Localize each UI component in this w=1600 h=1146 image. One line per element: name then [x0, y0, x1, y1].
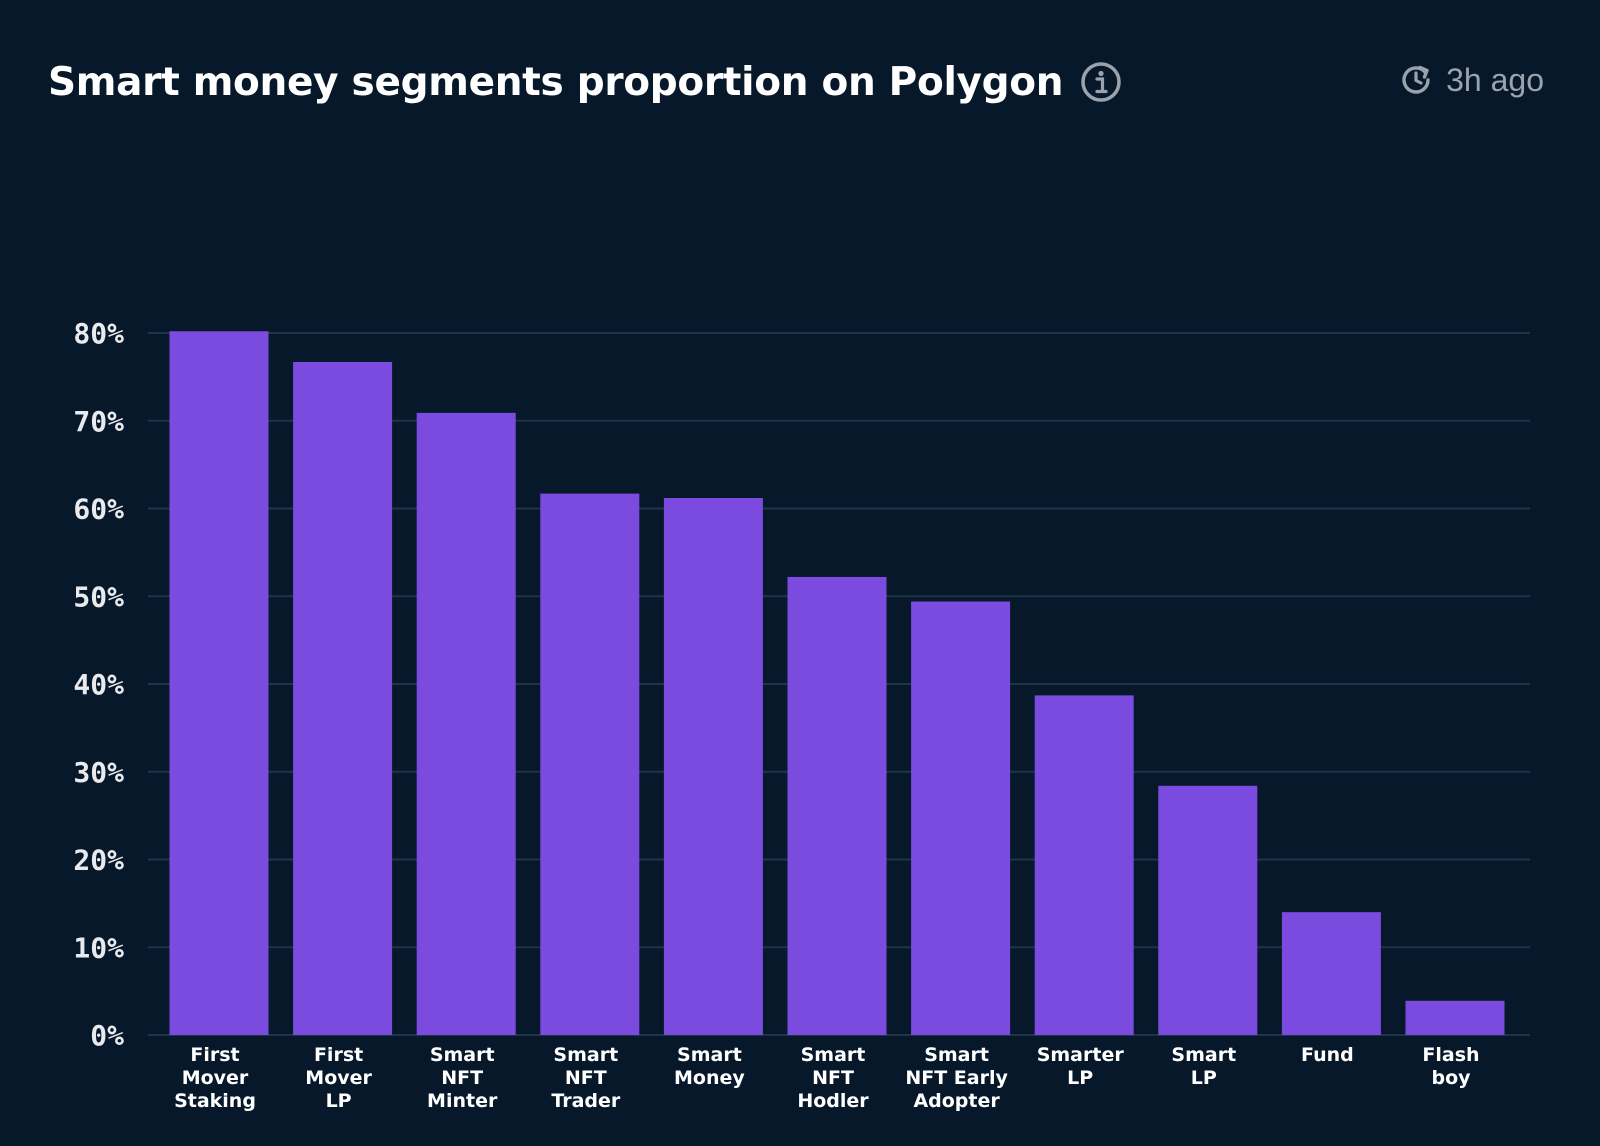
bar[interactable]	[169, 331, 269, 1035]
bar[interactable]	[293, 361, 393, 1035]
chart-header: Smart money segments proportion on Polyg…	[48, 52, 1123, 112]
y-tick-label: 10%	[73, 931, 124, 964]
bar[interactable]	[1405, 1000, 1505, 1035]
last-updated: 3h ago	[1398, 58, 1544, 102]
y-tick-label: 80%	[73, 317, 124, 350]
x-tick-label: Fund	[1301, 1044, 1354, 1066]
y-tick-label: 30%	[73, 756, 124, 789]
bar[interactable]	[911, 601, 1011, 1035]
bar[interactable]	[1034, 695, 1134, 1035]
x-tick-label: First Mover LP	[305, 1044, 372, 1112]
x-tick-label: First Mover Staking	[174, 1044, 256, 1112]
bar[interactable]	[416, 412, 516, 1035]
last-updated-text: 3h ago	[1446, 61, 1544, 98]
x-tick-label: Smart NFT Early Adopter	[905, 1044, 1008, 1112]
x-tick-label: Smart NFT Minter	[427, 1044, 498, 1112]
x-tick-label: Smart Money	[674, 1044, 745, 1089]
y-tick-label: 20%	[73, 844, 124, 877]
info-icon[interactable]	[1079, 60, 1123, 104]
x-tick-label: Flash boy	[1422, 1044, 1479, 1089]
y-tick-label: 40%	[73, 668, 124, 701]
bar[interactable]	[540, 493, 640, 1035]
y-tick-label: 60%	[73, 493, 124, 526]
y-tick-label: 50%	[73, 580, 124, 613]
bar[interactable]	[663, 497, 763, 1036]
bar[interactable]	[1158, 785, 1258, 1035]
refresh-clock-icon[interactable]	[1398, 62, 1434, 98]
y-tick-label: 70%	[73, 405, 124, 438]
x-tick-label: Smart NFT Trader	[551, 1044, 621, 1112]
bar[interactable]	[787, 576, 887, 1035]
x-tick-label: Smarter LP	[1037, 1044, 1125, 1089]
y-tick-label: 0%	[90, 1019, 124, 1052]
x-tick-label: Smart NFT Hodler	[797, 1044, 869, 1112]
x-tick-label: Smart LP	[1171, 1044, 1236, 1089]
bar[interactable]	[1281, 912, 1381, 1035]
chart-title: Smart money segments proportion on Polyg…	[48, 59, 1064, 105]
